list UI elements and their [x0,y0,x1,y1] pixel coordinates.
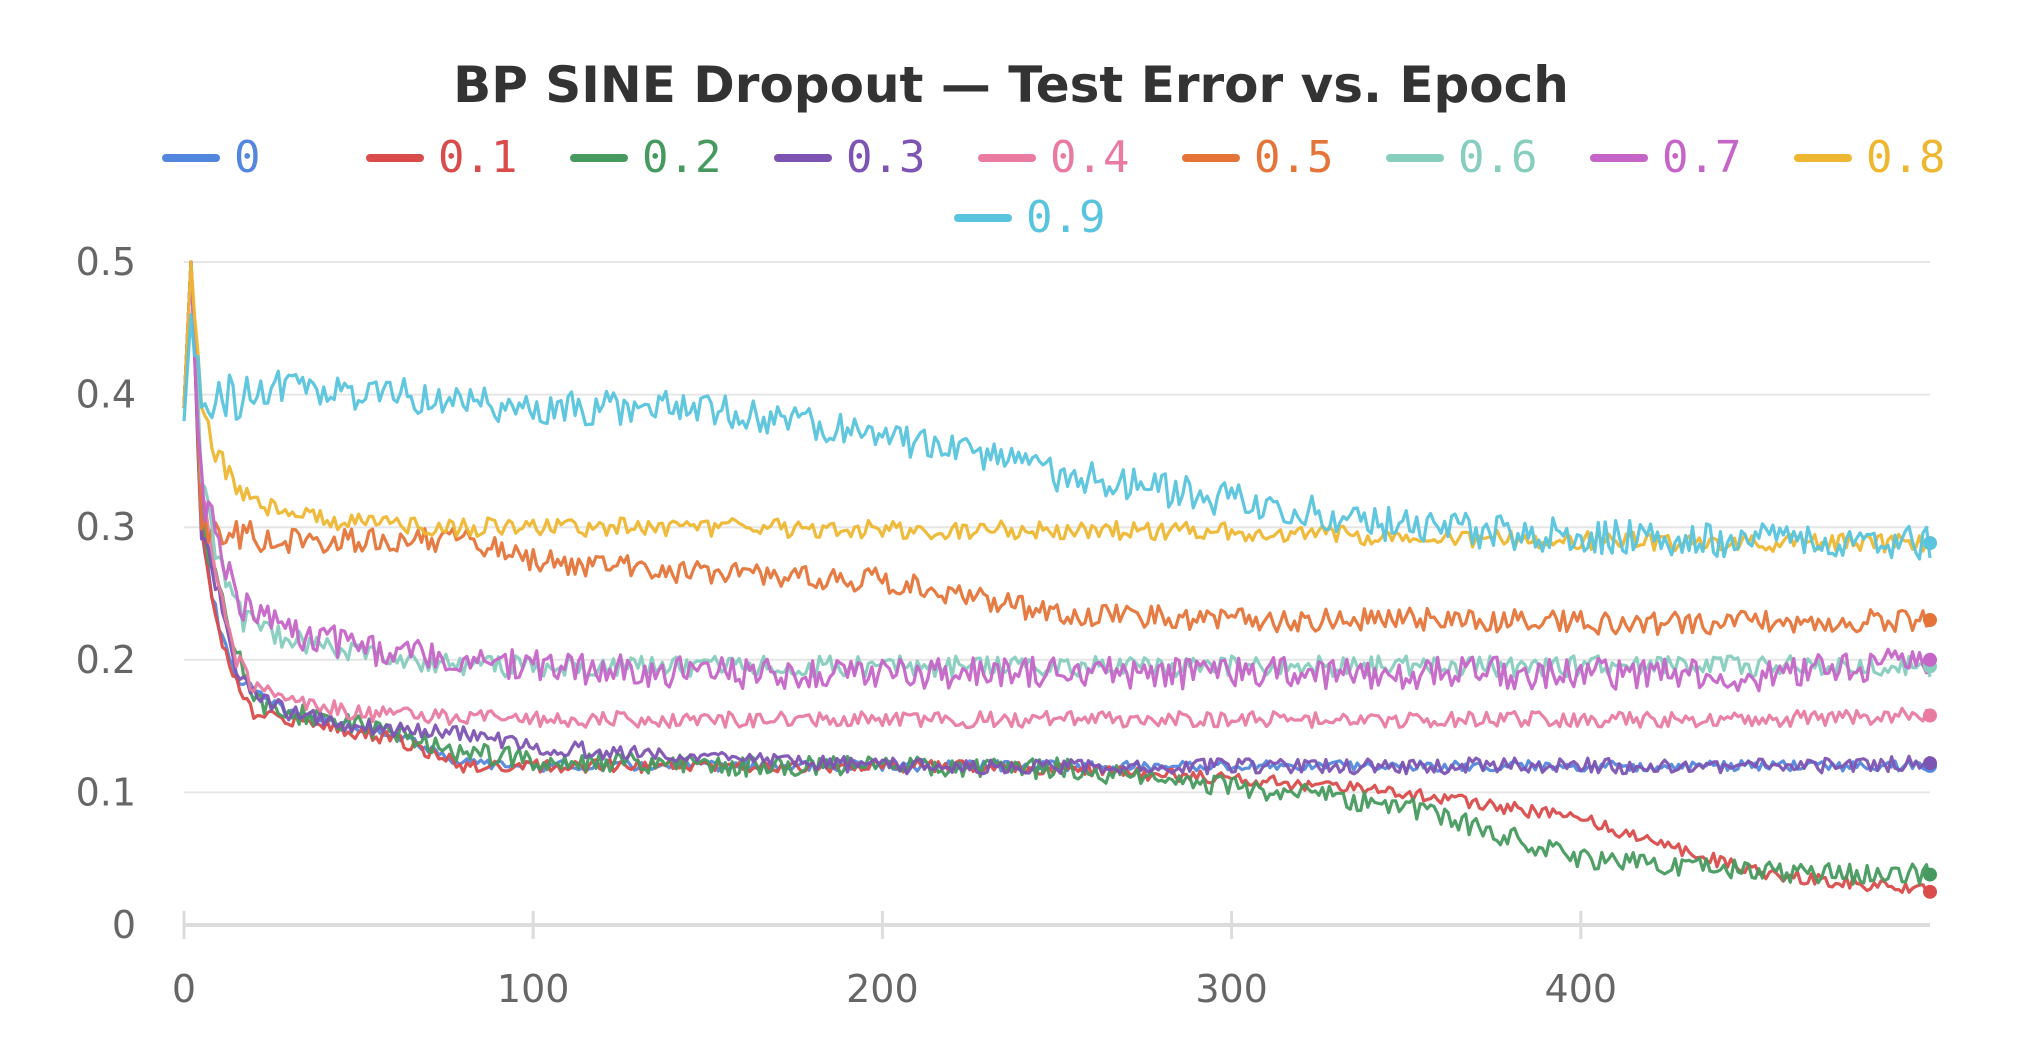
series-line-0.3 [182,260,1932,776]
series-line-0.4 [182,260,1932,730]
series-endpoint-0.2 [1923,867,1937,882]
series-endpoints [1923,536,1937,899]
y-tick-label: 0.2 [76,638,136,682]
y-tick-label: 0.1 [76,770,136,814]
series-line-0.7 [182,260,1932,693]
series-endpoint-0.4 [1923,708,1937,723]
x-tick-label: 400 [1545,967,1618,1011]
series-line-0.2 [182,260,1932,886]
legend-label: 0.6 [1458,132,1537,183]
legend-label: 0.1 [438,132,517,183]
series-lines [182,260,1932,895]
x-tick-label: 300 [1195,967,1268,1011]
legend-label: 0.5 [1254,132,1333,183]
legend-label: 0.3 [846,132,925,183]
legend-label: 0.9 [1026,192,1105,243]
series-endpoint-0.5 [1923,613,1937,628]
series-endpoint-0.3 [1923,756,1937,771]
x-tick-label: 0 [172,967,196,1011]
y-tick-label: 0 [112,903,136,947]
x-tick-label: 200 [846,967,919,1011]
series-line-0.8 [182,260,1931,554]
axes: 0 0.1 0.2 0.3 0.4 0.5 0 100 200 300 400 [76,240,1930,1011]
chart-title: BP SINE Dropout — Test Error vs. Epoch [453,56,1569,114]
series-line-0.1 [182,260,1931,895]
legend-label: 0 [234,132,261,183]
series-line-0.9 [182,313,1932,561]
x-tick-label: 100 [497,967,570,1011]
series-line-0.5 [182,260,1931,637]
series-endpoint-0.7 [1923,652,1937,667]
y-tick-label: 0.3 [76,505,136,549]
series-endpoint-0.9 [1923,536,1937,551]
legend-label: 0.7 [1662,132,1741,183]
legend-label: 0.2 [642,132,721,183]
y-tick-label: 0.5 [76,240,136,284]
y-tick-label: 0.4 [76,373,136,417]
legend: 0 0.1 0.2 0.3 0.4 0.5 0.6 0.7 0.8 0.9 [162,132,1945,243]
legend-label: 0.8 [1866,132,1945,183]
series-endpoint-0.1 [1923,884,1937,899]
legend-label: 0.4 [1050,132,1129,183]
